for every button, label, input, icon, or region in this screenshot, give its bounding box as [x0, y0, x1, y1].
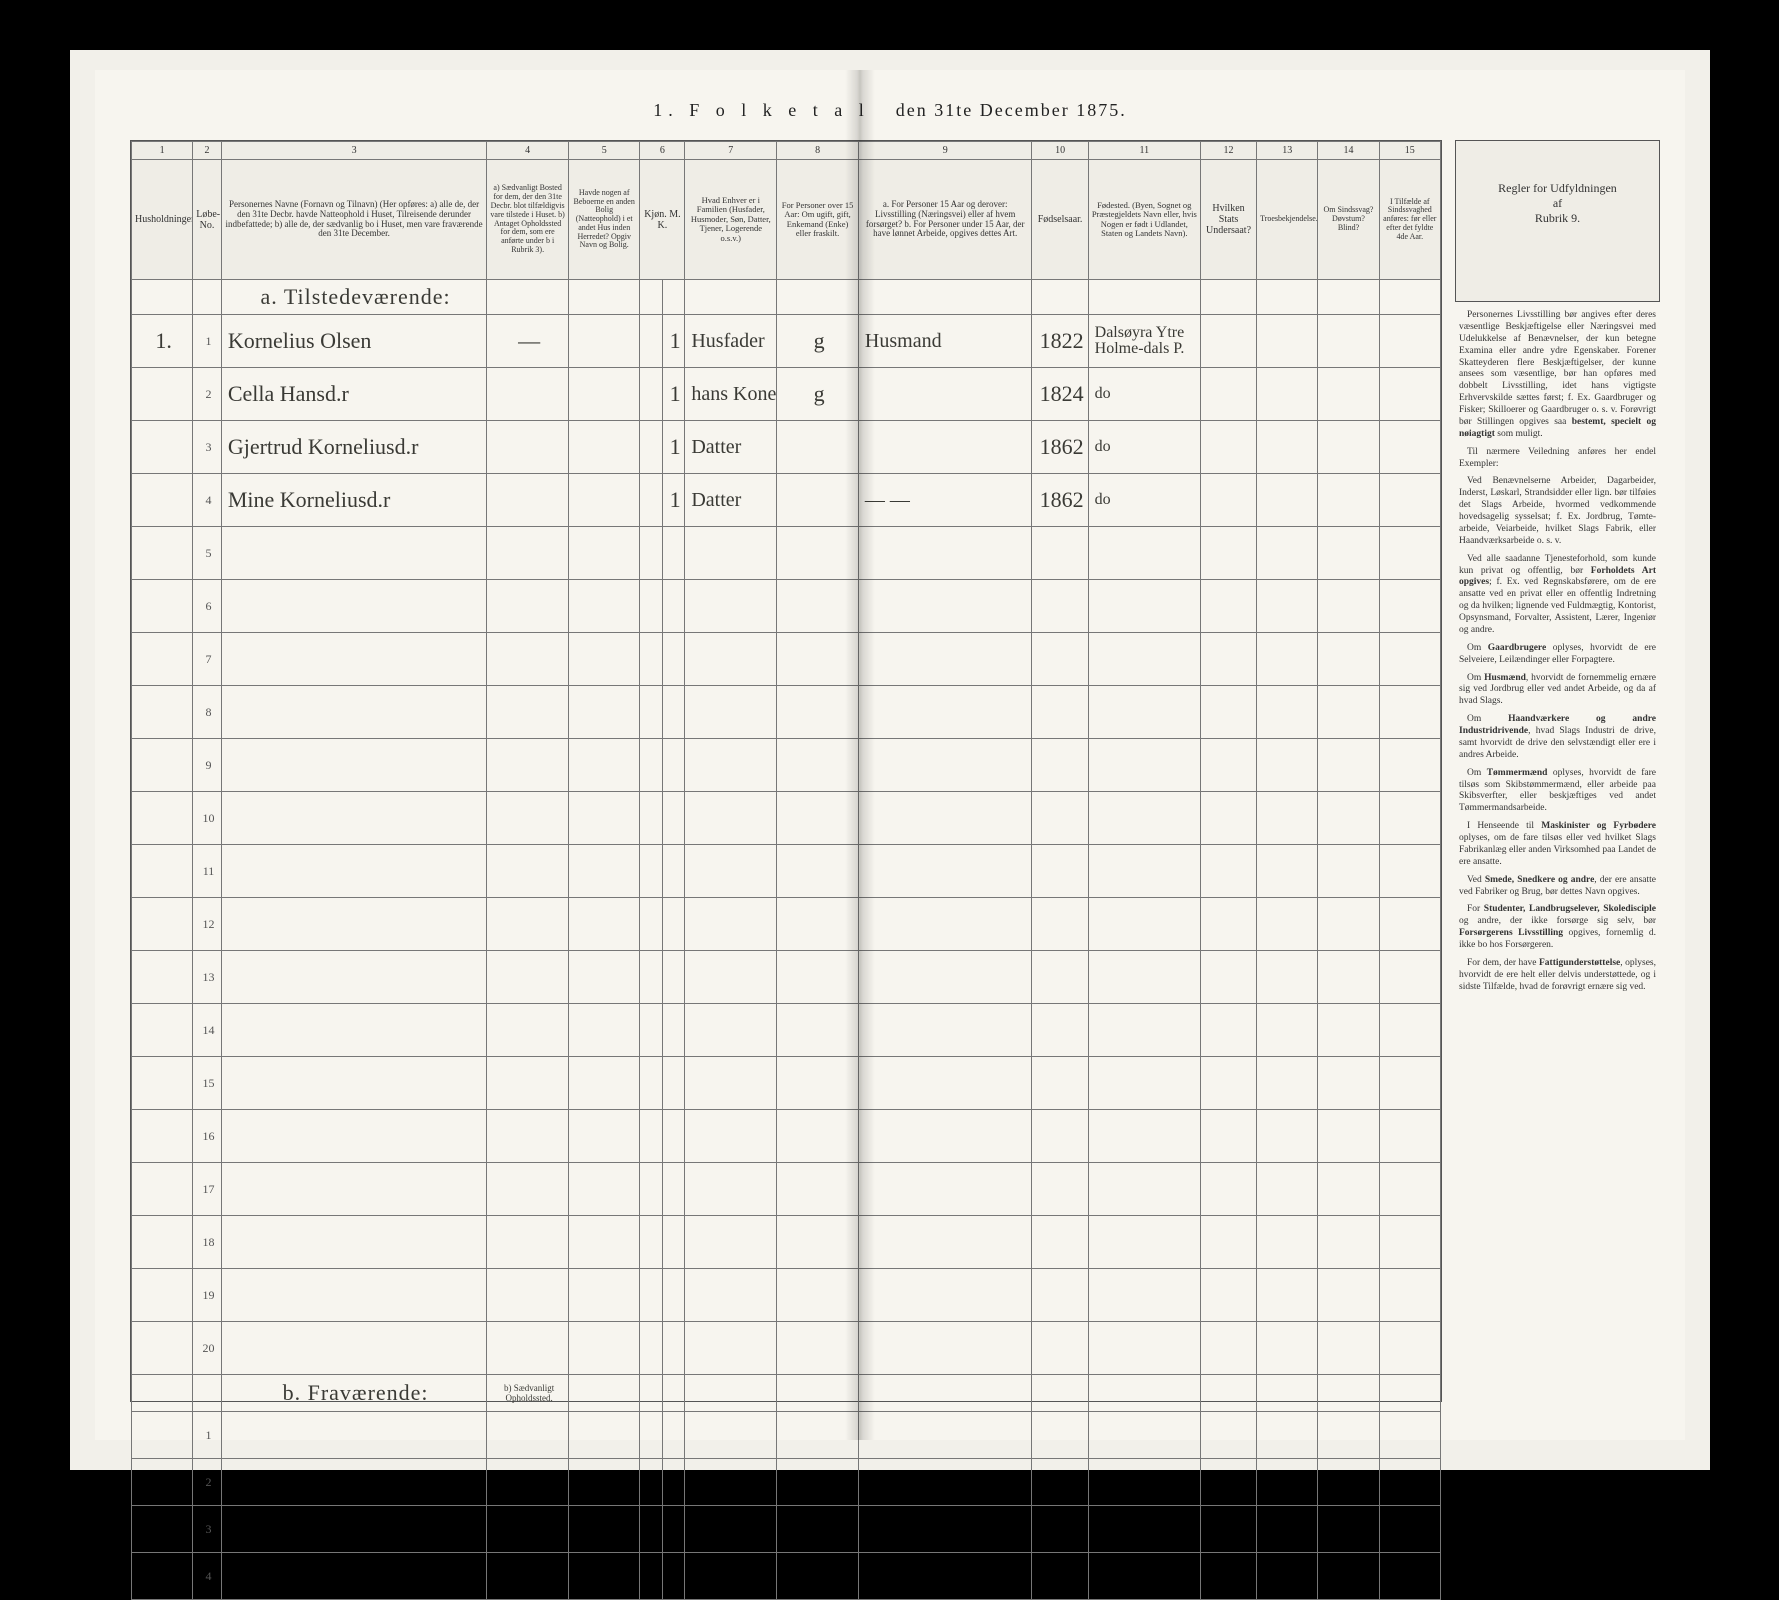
table-row: 5 [132, 527, 1441, 580]
hdr-7: Hvad Enhver er i Familien (Husfader, Hus… [685, 160, 777, 280]
colnum-4: 4 [487, 142, 569, 160]
table-row: 4Mine Korneliusd.r1Datter— —1862do [132, 474, 1441, 527]
hdr-8: For Personer over 15 Aar: Om ugift, gift… [777, 160, 859, 280]
table-row: 20 [132, 1322, 1441, 1375]
colnum-1: 1 [132, 142, 193, 160]
section-b-label: b. Fraværende: [221, 1375, 486, 1412]
colnum-3: 3 [221, 142, 486, 160]
instruction-paragraph: Om Husmænd, hvorvidt de fornemmelig ernæ… [1459, 673, 1656, 709]
person-name: Kornelius Olsen [221, 315, 486, 368]
table-row: 4 [132, 1553, 1441, 1600]
title-prefix: 1. F o l k e t a l [653, 100, 870, 120]
instruction-paragraph: For dem, der have Fattigunderstøttelse, … [1459, 958, 1656, 994]
hdr-9: a. For Personer 15 Aar og derover: Livss… [858, 160, 1032, 280]
census-table: 1 2 3 4 5 6 7 8 9 10 11 12 13 14 [130, 140, 1442, 1402]
page-title: 1. F o l k e t a l den 31te December 187… [95, 100, 1685, 121]
table-row: 2 [132, 1459, 1441, 1506]
colnum-2: 2 [193, 142, 222, 160]
hdr-6: Kjøn. M. K. [640, 160, 685, 280]
hdr-14: Om Sindssvag? Døvstum? Blind? [1318, 160, 1379, 280]
table-row: 8 [132, 686, 1441, 739]
hdr-2: Løbe-No. [193, 160, 222, 280]
hdr-3: Personernes Navne (Fornavn og Tilnavn) (… [221, 160, 486, 280]
instruction-paragraph: Om Gaardbrugere oplyses, hvorvidt de ere… [1459, 643, 1656, 667]
colnum-15: 15 [1379, 142, 1440, 160]
table-row: 13 [132, 951, 1441, 1004]
table-row: 10 [132, 792, 1441, 845]
instruction-paragraph: Ved Smede, Snedkere og andre, der ere an… [1459, 875, 1656, 899]
person-name: Cella Hansd.r [221, 368, 486, 421]
person-name: Mine Korneliusd.r [221, 474, 486, 527]
table-row: 1 [132, 1412, 1441, 1459]
instruction-paragraph: Personernes Livsstilling bør angives eft… [1459, 310, 1656, 441]
paper: 1. F o l k e t a l den 31te December 187… [95, 70, 1685, 1440]
colnum-14: 14 [1318, 142, 1379, 160]
birth-year: 1862 [1032, 474, 1088, 527]
colnum-7: 7 [685, 142, 777, 160]
table-row: 6 [132, 580, 1441, 633]
instruction-paragraph: Ved alle saadanne Tjenesteforhold, som k… [1459, 554, 1656, 637]
instructions-column: Regler for Udfyldningen af Rubrik 9. Per… [1455, 140, 1660, 1400]
instruction-paragraph: Til nærmere Veiledning anføres her endel… [1459, 447, 1656, 471]
table-row: 9 [132, 739, 1441, 792]
hdr-5: Havde nogen af Beboerne en anden Bolig (… [568, 160, 639, 280]
colnum-11: 11 [1088, 142, 1200, 160]
table-row: 14 [132, 1004, 1441, 1057]
table-row: 7 [132, 633, 1441, 686]
instruction-paragraph: For Studenter, Landbrugselever, Skoledis… [1459, 904, 1656, 952]
table-row: 17 [132, 1163, 1441, 1216]
section-a-label: a. Tilstedeværende: [221, 280, 486, 315]
scan-area: 1. F o l k e t a l den 31te December 187… [70, 50, 1710, 1470]
table-row: 16 [132, 1110, 1441, 1163]
hdr-15: I Tilfælde af Sindssvaghed anføres: før … [1379, 160, 1440, 280]
table-row: 12 [132, 898, 1441, 951]
birthplace: do [1088, 421, 1200, 474]
section-b-row: b. Fraværende:b) Sædvanligt Opholdssted. [132, 1375, 1441, 1412]
title-suffix: den 31te December 1875. [896, 100, 1127, 120]
table-row: 15 [132, 1057, 1441, 1110]
birth-year: 1824 [1032, 368, 1088, 421]
section-a-row: a. Tilstedeværende: [132, 280, 1441, 315]
table-row: 1.1Kornelius Olsen—1HusfadergHusmand1822… [132, 315, 1441, 368]
hdr-1: Husholdninger. [132, 160, 193, 280]
birth-year: 1822 [1032, 315, 1088, 368]
table-row: 2Cella Hansd.r1hans Koneg1824do [132, 368, 1441, 421]
birthplace: do [1088, 474, 1200, 527]
column-number-row: 1 2 3 4 5 6 7 8 9 10 11 12 13 14 [132, 142, 1441, 160]
instruction-paragraph: Om Tømmermænd oplyses, hvorvidt de fare … [1459, 768, 1656, 816]
table-row: 11 [132, 845, 1441, 898]
hdr-10: Fødselsaar. [1032, 160, 1088, 280]
instructions-header: Regler for Udfyldningen af Rubrik 9. [1455, 140, 1660, 302]
birthplace: Dalsøyra Ytre Holme-dals P. [1088, 315, 1200, 368]
instruction-paragraph: Om Haandværkere og andre Industridrivend… [1459, 714, 1656, 762]
person-name: Gjertrud Korneliusd.r [221, 421, 486, 474]
table-row: 18 [132, 1216, 1441, 1269]
instruction-paragraph: I Henseende til Maskinister og Fyrbødere… [1459, 821, 1656, 869]
table-row: 3Gjertrud Korneliusd.r1Datter1862do [132, 421, 1441, 474]
colnum-9: 9 [858, 142, 1032, 160]
colnum-13: 13 [1257, 142, 1318, 160]
colnum-6: 6 [640, 142, 685, 160]
column-header-row: Husholdninger. Løbe-No. Personernes Navn… [132, 160, 1441, 280]
hdr-4: a) Sædvanligt Bosted for dem, der den 31… [487, 160, 569, 280]
colnum-5: 5 [568, 142, 639, 160]
hdr-13: Troesbekjendelse. [1257, 160, 1318, 280]
colnum-10: 10 [1032, 142, 1088, 160]
instruction-paragraph: Ved Benævnelserne Arbeider, Dagarbeider,… [1459, 476, 1656, 547]
instructions-body: Personernes Livsstilling bør angives eft… [1455, 302, 1660, 1008]
table-row: 3 [132, 1506, 1441, 1553]
hdr-11: Fødested. (Byen, Sognet og Præstegjeldet… [1088, 160, 1200, 280]
table-row: 19 [132, 1269, 1441, 1322]
birthplace: do [1088, 368, 1200, 421]
hdr-12: Hvilken Stats Undersaat? [1200, 160, 1256, 280]
colnum-8: 8 [777, 142, 859, 160]
birth-year: 1862 [1032, 421, 1088, 474]
colnum-12: 12 [1200, 142, 1256, 160]
